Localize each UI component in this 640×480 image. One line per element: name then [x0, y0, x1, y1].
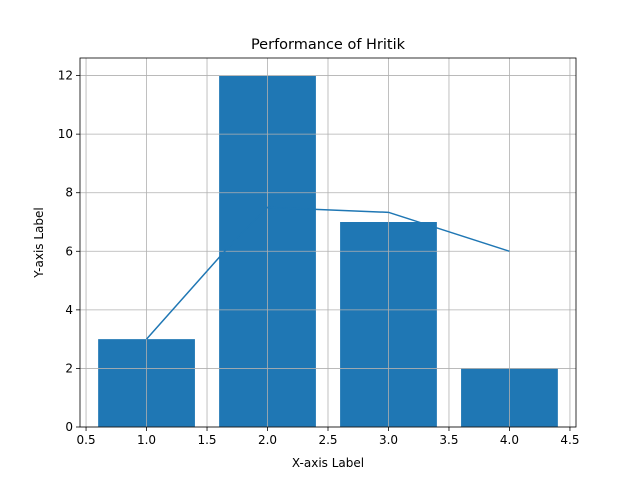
- y-tick-label: 6: [65, 244, 73, 258]
- y-tick-label: 10: [58, 127, 73, 141]
- x-tick-label: 3.0: [379, 433, 398, 447]
- x-axis: 0.5 1.0 1.5 2.0 2.5 3.0 3.5 4.0 4.5: [77, 427, 579, 447]
- x-tick-label: 4.0: [500, 433, 519, 447]
- y-axis-label: Y-axis Label: [32, 207, 46, 278]
- x-tick-label: 1.5: [197, 433, 216, 447]
- y-tick-label: 0: [65, 420, 73, 434]
- x-axis-label: X-axis Label: [292, 456, 364, 470]
- y-tick-label: 12: [58, 69, 73, 83]
- x-tick-label: 4.5: [560, 433, 579, 447]
- line-series: [145, 206, 510, 340]
- chart-title: Performance of Hritik: [251, 37, 406, 53]
- x-tick-label: 2.5: [318, 433, 337, 447]
- x-tick-label: 3.5: [439, 433, 458, 447]
- x-tick-label: 2.0: [258, 433, 277, 447]
- x-tick-label: 1.0: [137, 433, 156, 447]
- y-tick-label: 2: [65, 361, 73, 375]
- y-tick-label: 4: [65, 303, 73, 317]
- y-axis: 0 2 4 6 8 10 12: [58, 69, 80, 434]
- x-tick-label: 0.5: [77, 433, 96, 447]
- y-tick-label: 8: [65, 186, 73, 200]
